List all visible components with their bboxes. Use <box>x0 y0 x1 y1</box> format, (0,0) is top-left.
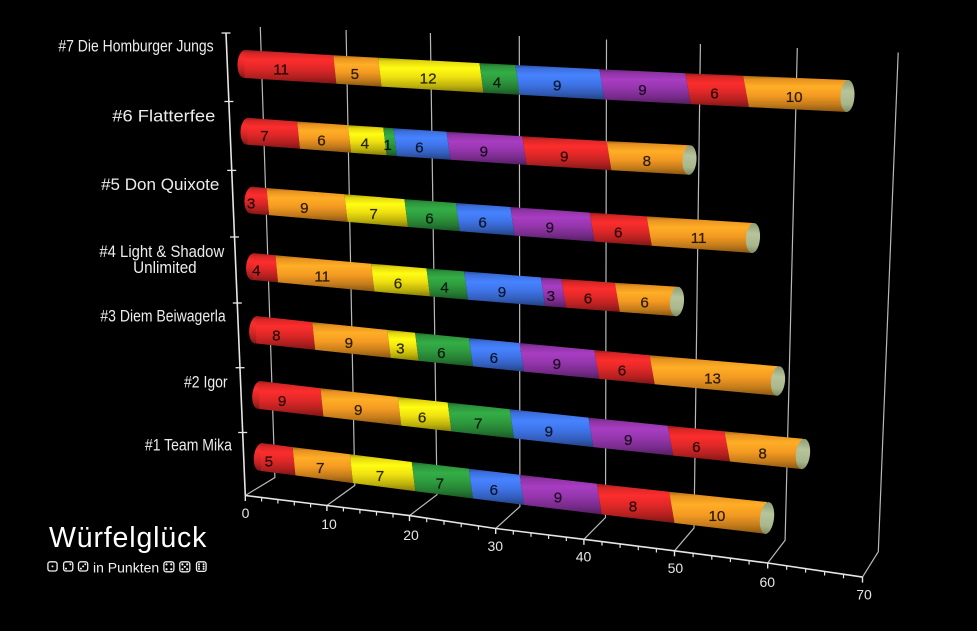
svg-text:#2 Igor: #2 Igor <box>184 373 228 392</box>
svg-text:9: 9 <box>560 149 568 166</box>
svg-text:6: 6 <box>614 225 622 242</box>
svg-text:0: 0 <box>242 505 250 521</box>
svg-text:11: 11 <box>691 230 707 247</box>
svg-text:4: 4 <box>361 136 369 153</box>
svg-text:#1 Team Mika: #1 Team Mika <box>145 435 232 454</box>
svg-text:4: 4 <box>252 262 260 279</box>
svg-text:9: 9 <box>480 144 488 161</box>
svg-text:8: 8 <box>629 499 637 516</box>
svg-text:#4 Light & Shadow: #4 Light & Shadow <box>99 242 224 261</box>
svg-text:9: 9 <box>345 335 353 352</box>
svg-text:10: 10 <box>321 516 337 532</box>
svg-text:9: 9 <box>624 432 632 449</box>
svg-text:6: 6 <box>317 132 325 149</box>
svg-text:9: 9 <box>354 402 362 419</box>
svg-text:6: 6 <box>490 482 498 499</box>
svg-text:6: 6 <box>710 85 718 102</box>
svg-text:6: 6 <box>418 409 426 426</box>
svg-text:7: 7 <box>474 416 482 433</box>
svg-text:3: 3 <box>396 341 404 358</box>
svg-text:8: 8 <box>758 446 766 463</box>
svg-text:6: 6 <box>478 215 486 232</box>
svg-text:20: 20 <box>403 527 419 543</box>
svg-text:3: 3 <box>547 288 555 305</box>
svg-text:#6 Flatterfee: #6 Flatterfee <box>112 107 215 126</box>
svg-text:6: 6 <box>640 295 648 312</box>
svg-text:10: 10 <box>786 89 803 106</box>
svg-text:9: 9 <box>278 393 286 410</box>
svg-text:13: 13 <box>704 371 721 388</box>
svg-text:9: 9 <box>545 423 553 440</box>
svg-text:9: 9 <box>546 220 554 237</box>
svg-text:10: 10 <box>708 508 725 525</box>
svg-text:30: 30 <box>488 538 504 554</box>
svg-text:Würfelglück: Würfelglück <box>49 522 207 554</box>
svg-text:7: 7 <box>369 206 377 223</box>
svg-text:6: 6 <box>415 139 423 156</box>
svg-text:in Punkten: in Punkten <box>93 559 159 575</box>
svg-text:6: 6 <box>425 210 433 227</box>
svg-text:7: 7 <box>436 475 444 492</box>
svg-text:9: 9 <box>638 82 646 99</box>
svg-text:9: 9 <box>554 490 562 507</box>
svg-text:6: 6 <box>584 291 592 308</box>
svg-text:Unlimited: Unlimited <box>133 258 197 277</box>
svg-text:5: 5 <box>265 454 273 471</box>
svg-text:6: 6 <box>618 362 626 379</box>
svg-text:7: 7 <box>316 460 324 477</box>
svg-text:4: 4 <box>440 279 448 296</box>
svg-text:5: 5 <box>351 66 359 83</box>
svg-text:6: 6 <box>437 345 445 362</box>
svg-text:40: 40 <box>576 549 592 565</box>
svg-text:11: 11 <box>314 269 330 286</box>
svg-text:1: 1 <box>383 137 391 154</box>
svg-text:7: 7 <box>260 128 268 145</box>
svg-text:60: 60 <box>760 574 776 590</box>
svg-text:3: 3 <box>247 196 255 213</box>
svg-text:9: 9 <box>553 78 561 95</box>
svg-text:6: 6 <box>490 350 498 367</box>
svg-text:#7 Die Homburger Jungs: #7 Die Homburger Jungs <box>58 37 213 56</box>
svg-text:4: 4 <box>493 74 501 91</box>
svg-text:7: 7 <box>376 468 384 485</box>
svg-text:#5 Don Quixote: #5 Don Quixote <box>101 175 219 194</box>
svg-text:9: 9 <box>300 200 308 217</box>
svg-text:70: 70 <box>856 587 872 603</box>
svg-text:9: 9 <box>498 284 506 301</box>
svg-text:12: 12 <box>420 70 437 87</box>
svg-text:9: 9 <box>553 356 561 373</box>
svg-text:6: 6 <box>692 439 700 456</box>
svg-text:#3 Diem Beiwagerla: #3 Diem Beiwagerla <box>100 307 226 326</box>
svg-text:11: 11 <box>273 62 289 79</box>
svg-text:8: 8 <box>272 328 280 345</box>
svg-text:6: 6 <box>394 275 402 292</box>
svg-text:8: 8 <box>643 153 651 170</box>
svg-text:50: 50 <box>668 560 684 576</box>
